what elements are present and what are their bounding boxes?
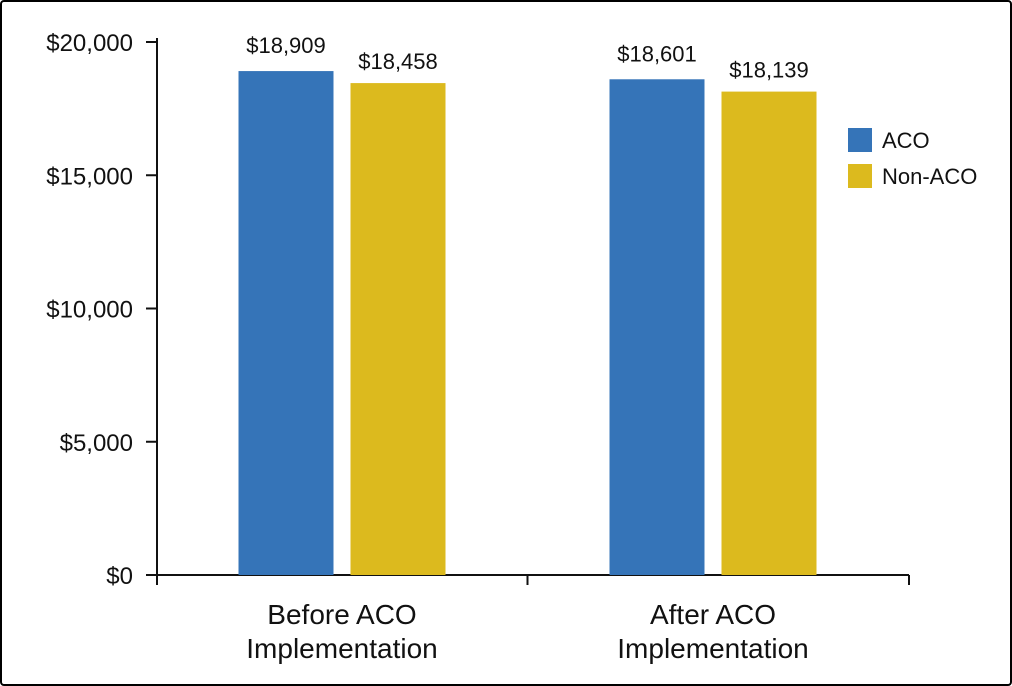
x-category-label: Before ACO Implementation bbox=[246, 599, 437, 664]
y-tick-label: $0 bbox=[106, 563, 133, 590]
y-tick-label: $5,000 bbox=[60, 430, 133, 457]
legend-label: Non-ACO bbox=[882, 164, 977, 189]
x-category-label-line: Implementation bbox=[246, 633, 437, 664]
legend-label: ACO bbox=[882, 128, 930, 153]
y-tick-label: $10,000 bbox=[46, 297, 133, 324]
x-category-label-line: After ACO bbox=[650, 599, 776, 630]
y-tick-label: $15,000 bbox=[46, 163, 133, 190]
y-tick-label: $20,000 bbox=[46, 30, 133, 57]
axes: $0 $5,000 $10,000 $15,000 $20,000 bbox=[46, 30, 910, 590]
x-category-label-line: Before ACO bbox=[267, 599, 416, 630]
bars bbox=[238, 71, 817, 576]
x-category-label-line: Implementation bbox=[617, 633, 808, 664]
bar-value-label: $18,458 bbox=[358, 49, 438, 74]
bar-value-label: $18,909 bbox=[246, 33, 326, 58]
bar-value-label: $18,139 bbox=[729, 58, 809, 83]
legend-swatch-aco bbox=[848, 128, 872, 152]
bar-value-label: $18,601 bbox=[617, 41, 697, 66]
bar-aco bbox=[609, 79, 705, 575]
bar-non-aco bbox=[721, 91, 817, 576]
x-category-label: After ACO Implementation bbox=[617, 599, 808, 664]
bar-non-aco bbox=[350, 83, 446, 575]
legend: ACO Non-ACO bbox=[848, 128, 977, 189]
bar-aco bbox=[238, 71, 334, 576]
legend-swatch-non-aco bbox=[848, 164, 872, 188]
